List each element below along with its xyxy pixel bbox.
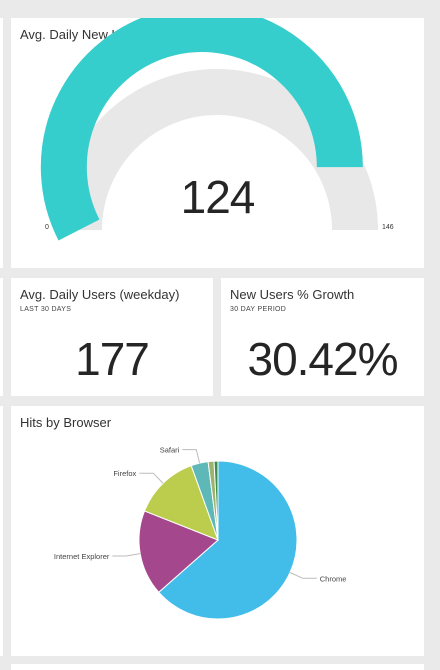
daily-users-subtitle: LAST 30 DAYS	[20, 306, 72, 313]
growth-value: 30.42%	[247, 333, 398, 385]
pie-label-safari: Safari	[160, 446, 180, 455]
daily-users-value: 177	[75, 333, 150, 385]
pie-leader-firefox	[139, 472, 164, 484]
left-strip-middle	[0, 278, 3, 396]
pie-label-firefox: Firefox	[113, 469, 136, 478]
pie-leader-chrome	[289, 572, 317, 579]
gauge-min-label: 0	[45, 224, 49, 231]
left-strip-top	[0, 18, 3, 268]
pie-slice-firefox[interactable]	[143, 465, 219, 541]
bottom-tile-edge	[11, 664, 424, 670]
growth-title: New Users % Growth	[230, 287, 355, 302]
daily-users-title: Avg. Daily Users (weekday)	[20, 287, 180, 302]
browser-tile[interactable]: Hits by Browser Chrome Internet Explorer F…	[11, 406, 424, 656]
growth-subtitle: 30 DAY PERIOD	[230, 306, 287, 313]
gauge-value: 124	[180, 171, 256, 223]
pie-leader-internet-explorer	[112, 553, 141, 557]
left-strip-bottom	[0, 406, 3, 656]
pie-label-chrome: Chrome	[320, 574, 347, 583]
growth-tile[interactable]: New Users % Growth 30 DAY PERIOD 30.42%	[221, 278, 424, 396]
pie-leader-safari	[182, 449, 201, 464]
gauge-chart	[40, 18, 378, 241]
daily-users-tile[interactable]: Avg. Daily Users (weekday) LAST 30 DAYS …	[11, 278, 213, 396]
gauge-max-label: 146	[382, 224, 394, 231]
browser-pie-chart: Chrome Internet Explorer Firefox Safari	[54, 446, 347, 620]
pie-label-internet-explorer: Internet Explorer	[54, 552, 110, 561]
pie-slice-other-2[interactable]	[213, 460, 219, 541]
gauge-tile[interactable]: Avg. Daily New Users (Last 30 days) 124 …	[11, 18, 424, 268]
browser-title: Hits by Browser	[20, 415, 112, 430]
pie-slice-chrome[interactable]	[158, 460, 298, 620]
gauge-fill	[40, 18, 363, 241]
